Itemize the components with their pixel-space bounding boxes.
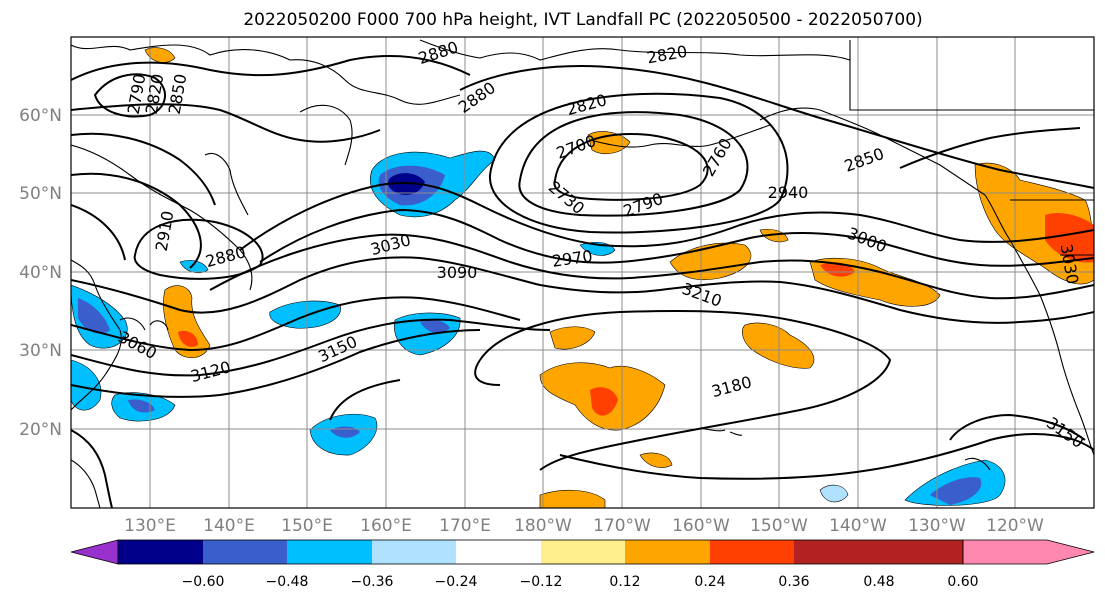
lon-label: 140°W (829, 516, 887, 536)
colorbar-tick: 0.12 (609, 574, 640, 590)
colorbar-segment (541, 540, 625, 564)
colorbar-segment (879, 540, 963, 564)
graticule (71, 37, 1094, 508)
lat-label-60n: 60°N (19, 106, 62, 126)
latitude-labels: 60°N 50°N 40°N 30°N 20°N (19, 106, 62, 440)
ivt-shading (71, 47, 1094, 508)
lon-label: 150°E (281, 516, 333, 536)
lat-label-50n: 50°N (19, 184, 62, 204)
colorbar-tick: −0.12 (520, 574, 563, 590)
colorbar-segment (710, 540, 794, 564)
lat-label-30n: 30°N (19, 341, 62, 361)
colorbar-tick: 0.60 (947, 574, 978, 590)
longitude-labels: 130°E 140°E 150°E 160°E 170°E 180°W 170°… (124, 516, 1044, 536)
lon-label: 180°W (514, 516, 572, 536)
coastlines (71, 39, 1094, 508)
colorbar-tick: −0.36 (351, 574, 394, 590)
lon-label: 120°W (986, 516, 1044, 536)
colorbar-segment (794, 540, 879, 564)
colorbar-segment (203, 540, 287, 564)
colorbar-tick: −0.24 (435, 574, 478, 590)
lon-label: 140°E (203, 516, 255, 536)
height-contours (71, 55, 1094, 508)
colorbar-segment (372, 540, 456, 564)
lat-label-40n: 40°N (19, 263, 62, 283)
lon-label: 150°W (750, 516, 808, 536)
lon-label: 130°E (124, 516, 176, 536)
lon-label: 160°W (672, 516, 730, 536)
lon-label: 130°W (908, 516, 966, 536)
colorbar-segment (456, 540, 541, 564)
contour-label: 3090 (437, 263, 478, 282)
colorbar-tick: 0.48 (863, 574, 894, 590)
colorbar-segment (287, 540, 372, 564)
colorbar-tick: 0.24 (694, 574, 725, 590)
lon-label: 170°E (439, 516, 491, 536)
lon-label: 160°E (360, 516, 412, 536)
colorbar-tick: 0.36 (778, 574, 809, 590)
map-area: 2880 2820 2790 2820 2850 2880 2820 2700 … (71, 37, 1094, 508)
lon-label: 170°W (593, 516, 651, 536)
colorbar-segment (625, 540, 710, 564)
colorbar-tick: −0.60 (182, 574, 225, 590)
colorbar: −0.60 −0.48 −0.36 −0.24 −0.12 0.12 0.24 … (70, 539, 1095, 590)
contour-label: 2940 (768, 183, 809, 202)
colorbar-extend-left (70, 539, 119, 565)
colorbar-tick: −0.48 (266, 574, 309, 590)
colorbar-segment (118, 540, 203, 564)
map-title: 2022050200 F000 700 hPa height, IVT Land… (243, 10, 922, 30)
colorbar-extend-right-tip (962, 539, 1095, 565)
lat-label-20n: 20°N (19, 420, 62, 440)
map-frame (70, 36, 1095, 509)
